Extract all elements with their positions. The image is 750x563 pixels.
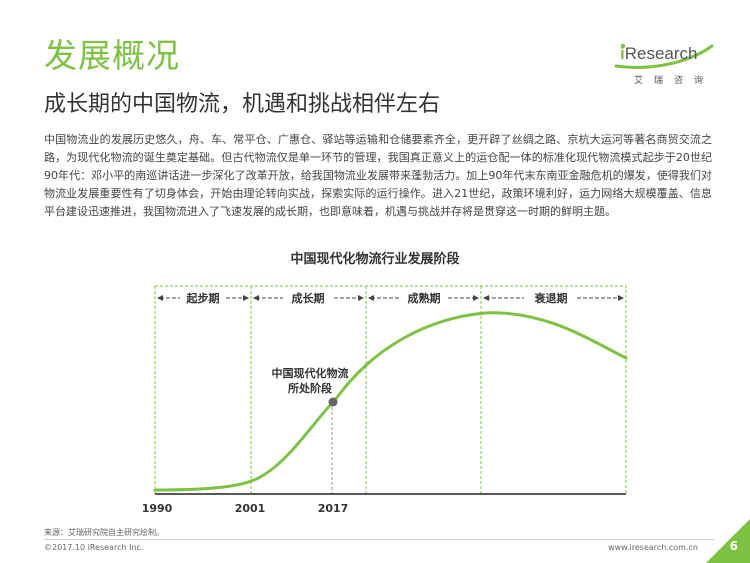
website-url: www.iresearch.com.cn [608,543,698,552]
annotation-line2: 所处阶段 [288,381,332,395]
stage-label-decline: 衰退期 [534,291,568,305]
section-title: 发展概况 [44,36,180,75]
footer-divider [44,539,714,540]
stage-dividers [154,285,627,495]
page-corner-triangle [706,519,750,563]
copyright-text: ©2017.10 iResearch Inc. [44,543,144,552]
diagram-title: 中国现代化物流行业发展阶段 [290,252,460,267]
year-label-2017: 2017 [318,502,349,515]
stage-frame [154,285,627,495]
stage-label-startup: 起步期 [186,291,220,305]
body-paragraph: 中国物流业的发展历史悠久，舟、车、常平仓、广惠仓、驿站等运输和仓储要素齐全，更开… [44,133,712,218]
year-label-1990: 1990 [142,502,173,515]
page-number: 6 [729,539,738,553]
current-stage-marker [328,397,338,407]
lifecycle-curve [153,311,628,492]
stage-label-growth: 成长期 [292,291,325,305]
stage-label-mature: 成熟期 [408,291,441,305]
source-note: 来源：艾瑞研究院自主研究绘制。 [44,528,164,537]
page-subtitle: 成长期的中国物流，机遇和挑战相伴左右 [44,92,441,117]
annotation-line1: 中国现代化物流 [272,366,349,380]
logo-subtitle: 艾瑞咨询 [634,76,715,86]
logo-swoosh-icon [614,43,714,69]
iresearch-logo: iResearch 艾瑞咨询 [614,40,714,90]
arrow-heads [157,295,624,301]
year-label-2001: 2001 [235,502,266,515]
logo-wordmark: iResearch [620,44,698,63]
